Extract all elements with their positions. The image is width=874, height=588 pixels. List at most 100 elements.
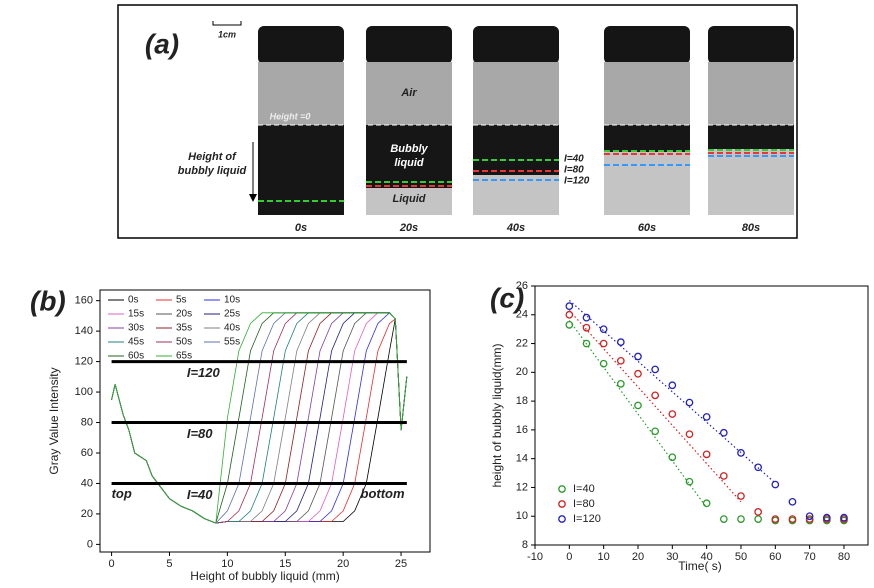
panel-a-frame bbox=[117, 4, 798, 239]
data-point bbox=[719, 428, 728, 437]
y-tick-label: 16 bbox=[516, 424, 528, 436]
annotation: I=80 bbox=[564, 165, 584, 176]
data-point bbox=[616, 379, 625, 388]
annotation: Air bbox=[400, 87, 417, 99]
data-point bbox=[737, 492, 745, 500]
time-label: 60s bbox=[638, 222, 656, 234]
data-point bbox=[702, 413, 711, 421]
annotation: Liquid bbox=[393, 193, 426, 205]
time-label: 40s bbox=[506, 222, 525, 234]
data-point bbox=[582, 323, 591, 332]
legend-label: 0s bbox=[128, 295, 139, 306]
y-tick-label: 26 bbox=[516, 280, 528, 292]
x-tick-label: 15 bbox=[279, 558, 291, 570]
x-tick-label: 50 bbox=[735, 551, 747, 563]
data-point bbox=[805, 515, 814, 523]
x-tick-label: -10 bbox=[527, 551, 543, 563]
plot-frame bbox=[99, 289, 431, 553]
scale-label: 1cm bbox=[218, 29, 236, 39]
y-axis-label: Gray Value Intensity bbox=[47, 367, 61, 474]
reference-label: I=120 bbox=[187, 365, 221, 380]
vial bbox=[708, 26, 794, 215]
data-point bbox=[719, 515, 728, 523]
y-tick-label: 0 bbox=[87, 538, 93, 550]
legend-label: 20s bbox=[176, 309, 192, 320]
time-label: 20s bbox=[399, 222, 418, 234]
data-point bbox=[651, 391, 660, 400]
plot-frame bbox=[534, 285, 869, 546]
data-point bbox=[788, 497, 797, 506]
panel-label: (b) bbox=[30, 285, 66, 316]
y-tick-label: 8 bbox=[522, 539, 528, 551]
x-tick-label: 5 bbox=[166, 558, 172, 570]
data-point bbox=[582, 313, 591, 322]
legend-label: 30s bbox=[128, 323, 144, 334]
panel-label: (c) bbox=[490, 282, 524, 313]
annotation: Height of bbox=[188, 151, 237, 163]
data-point bbox=[788, 515, 797, 523]
data-point bbox=[634, 369, 642, 378]
y-tick-label: 18 bbox=[516, 395, 528, 407]
annotation: top bbox=[112, 486, 132, 501]
legend-label: 55s bbox=[224, 337, 240, 348]
vial bbox=[604, 26, 690, 215]
data-point bbox=[771, 480, 780, 489]
data-point bbox=[582, 339, 591, 348]
data-point bbox=[685, 398, 694, 407]
data-point bbox=[822, 513, 831, 522]
data-point bbox=[754, 463, 762, 472]
x-tick-label: 20 bbox=[632, 551, 644, 563]
scale-bar bbox=[212, 21, 242, 26]
reference-label: I=80 bbox=[187, 426, 213, 441]
legend-label: 40s bbox=[224, 323, 240, 334]
x-axis-label: Height of bubbly liquid (mm) bbox=[190, 569, 339, 583]
x-tick-label: 20 bbox=[337, 558, 349, 570]
y-tick-label: 20 bbox=[516, 366, 528, 378]
arrow-head bbox=[249, 194, 257, 202]
y-tick-label: 160 bbox=[75, 295, 93, 307]
data-point bbox=[668, 410, 677, 418]
data-point bbox=[599, 359, 608, 368]
x-tick-label: 10 bbox=[221, 558, 233, 570]
fit-line bbox=[568, 310, 742, 503]
annotation: I=120 bbox=[564, 176, 590, 187]
y-tick-label: 22 bbox=[516, 337, 528, 349]
legend-label: I=120 bbox=[573, 513, 601, 525]
y-axis-label: height of bubbly liquid(mm) bbox=[490, 343, 504, 487]
legend-swatch bbox=[558, 515, 566, 523]
vial bbox=[473, 26, 559, 215]
y-tick-label: 40 bbox=[81, 477, 93, 489]
y-tick-label: 80 bbox=[81, 416, 93, 428]
data-point bbox=[702, 450, 711, 459]
legend-label: 25s bbox=[224, 309, 240, 320]
x-tick-label: 60 bbox=[769, 551, 781, 563]
legend-label: 50s bbox=[176, 337, 192, 348]
y-tick-label: 20 bbox=[81, 508, 93, 520]
data-point bbox=[599, 339, 608, 348]
data-point bbox=[840, 513, 848, 522]
fit-line bbox=[568, 320, 708, 508]
legend-label: 45s bbox=[128, 337, 144, 348]
data-point bbox=[565, 310, 574, 319]
data-point bbox=[634, 401, 642, 410]
data-point bbox=[565, 320, 574, 329]
legend-swatch bbox=[558, 500, 566, 508]
y-tick-label: 10 bbox=[516, 510, 528, 522]
data-point bbox=[668, 381, 677, 390]
reference-label: I=40 bbox=[187, 487, 213, 502]
annotation: I=40 bbox=[564, 154, 584, 165]
data-point bbox=[771, 515, 780, 523]
annotation: bubbly liquid bbox=[178, 165, 247, 177]
x-tick-label: 70 bbox=[804, 551, 816, 563]
data-point bbox=[651, 365, 660, 374]
data-point bbox=[754, 515, 762, 523]
x-tick-label: 0 bbox=[109, 558, 115, 570]
legend-label: 10s bbox=[224, 295, 240, 306]
data-point bbox=[685, 430, 694, 439]
data-point bbox=[737, 449, 745, 457]
time-label: 80s bbox=[742, 222, 760, 234]
legend-label: 60s bbox=[128, 351, 144, 362]
data-point bbox=[616, 356, 625, 365]
